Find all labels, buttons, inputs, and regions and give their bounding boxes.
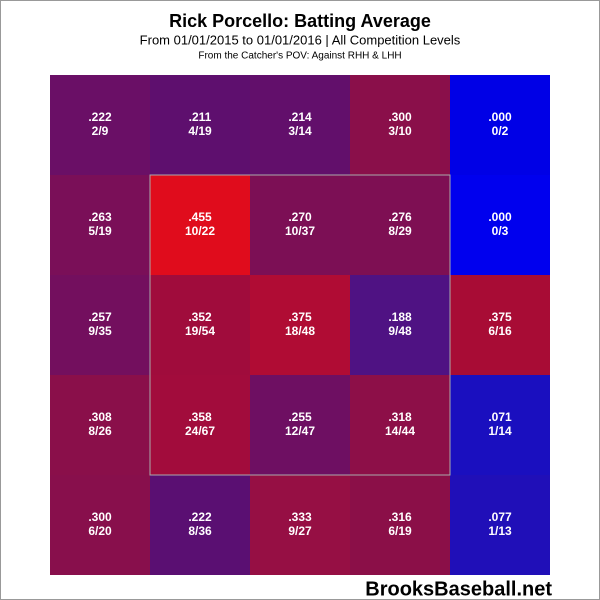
cell-fraction: 10/22: [185, 224, 215, 238]
cell-value-label: .214: [288, 110, 312, 124]
cell: [150, 275, 250, 375]
cell: [50, 75, 150, 175]
watermark: BrooksBaseball.net: [365, 578, 552, 600]
cell: [50, 475, 150, 575]
cell-value-label: .257: [88, 310, 112, 324]
cell-fraction: 0/3: [492, 224, 509, 238]
cell-fraction: 3/14: [288, 124, 312, 138]
cell-value-label: .077: [488, 510, 512, 524]
cell-fraction: 8/26: [88, 424, 112, 438]
cell-fraction: 9/48: [388, 324, 412, 338]
cell-value-label: .300: [388, 110, 412, 124]
cell-value-label: .316: [388, 510, 412, 524]
cell-fraction: 19/54: [185, 324, 215, 338]
cell: [350, 375, 450, 475]
chart-title: Rick Porcello: Batting Average: [169, 11, 431, 31]
cell-value-label: .455: [188, 210, 212, 224]
cell-fraction: 24/67: [185, 424, 215, 438]
cell: [450, 475, 550, 575]
cell-fraction: 12/47: [285, 424, 315, 438]
cell: [350, 175, 450, 275]
cell-value-label: .211: [189, 110, 212, 124]
cell: [350, 75, 450, 175]
cell-fraction: 8/36: [188, 524, 212, 538]
chart-note: From the Catcher's POV: Against RHH & LH…: [198, 51, 401, 62]
cell-fraction: 14/44: [385, 424, 415, 438]
cell-fraction: 1/14: [488, 424, 512, 438]
cell-value-label: .263: [88, 210, 112, 224]
cell: [50, 375, 150, 475]
cell: [250, 275, 350, 375]
cell-fraction: 6/19: [388, 524, 412, 538]
strike-zone: [149, 174, 451, 476]
cell-value-label: .375: [488, 310, 512, 324]
cell-value-label: .000: [488, 210, 512, 224]
cell-value-label: .300: [88, 510, 112, 524]
cell-value-label: .222: [88, 110, 112, 124]
cell-value-label: .188: [388, 310, 412, 324]
cell-fraction: 2/9: [92, 124, 109, 138]
cell-value-label: .308: [88, 410, 112, 424]
cells: .2222/9.2114/19.2143/14.3003/10.0000/2.2…: [50, 75, 550, 575]
cell-value-label: .318: [388, 410, 412, 424]
cell: [150, 375, 250, 475]
cell-fraction: 9/27: [288, 524, 312, 538]
cell: [250, 375, 350, 475]
cell: [150, 475, 250, 575]
cell: [350, 275, 450, 375]
cell: [50, 275, 150, 375]
cell-value-label: .255: [288, 410, 312, 424]
cell-fraction: 9/35: [88, 324, 112, 338]
cell-fraction: 1/13: [488, 524, 512, 538]
cell: [150, 75, 250, 175]
cell: [450, 375, 550, 475]
cell-value-label: .276: [388, 210, 412, 224]
cell: [450, 175, 550, 275]
cell-value-label: .358: [188, 410, 212, 424]
cell-value-label: .333: [288, 510, 312, 524]
cell: [250, 175, 350, 275]
chart-subtitle: From 01/01/2015 to 01/01/2016 | All Comp…: [140, 32, 461, 47]
cell: [450, 275, 550, 375]
cell-fraction: 18/48: [285, 324, 315, 338]
cell-fraction: 5/19: [88, 224, 112, 238]
cell-fraction: 6/20: [88, 524, 112, 538]
cell: [450, 75, 550, 175]
cell-fraction: 6/16: [488, 324, 512, 338]
cell: [50, 175, 150, 275]
cell-fraction: 0/2: [492, 124, 509, 138]
cell: [250, 475, 350, 575]
cell-fraction: 4/19: [188, 124, 212, 138]
cell-value-label: .375: [288, 310, 312, 324]
cell-value-label: .270: [288, 210, 312, 224]
cell-value-label: .000: [488, 110, 512, 124]
cell-value-label: .222: [188, 510, 212, 524]
cell-fraction: 3/10: [388, 124, 412, 138]
cell-value-label: .352: [188, 310, 212, 324]
cell: [250, 75, 350, 175]
cell: [350, 475, 450, 575]
cell-value-label: .071: [488, 410, 512, 424]
cell: [150, 175, 250, 275]
cell-fraction: 10/37: [285, 224, 315, 238]
cell-fraction: 8/29: [388, 224, 412, 238]
